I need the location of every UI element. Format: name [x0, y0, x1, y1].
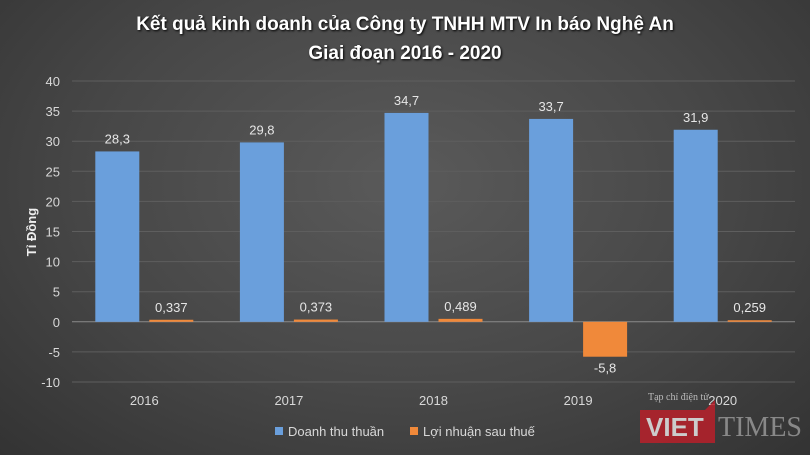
y-tick-label: 5 — [53, 285, 60, 300]
x-tick-label: 2016 — [130, 393, 159, 408]
x-tick-label: 2020 — [708, 393, 737, 408]
x-tick-label: 2017 — [274, 393, 303, 408]
data-label: 0,373 — [300, 300, 333, 315]
legend-label: Lợi nhuận sau thuế — [423, 424, 536, 439]
bar-revenue — [529, 118, 574, 322]
bar-revenue — [673, 129, 718, 322]
data-label: 0,489 — [444, 299, 477, 314]
bar-revenue — [239, 142, 284, 322]
chart-title-line-2: Giai đoạn 2016 - 2020 — [308, 43, 502, 64]
x-tick-label: 2018 — [419, 393, 448, 408]
legend-label: Doanh thu thuần — [288, 424, 384, 439]
legend-swatch — [410, 427, 418, 435]
bar-profit — [583, 321, 628, 357]
y-axis-label: Tỉ Đồng — [24, 208, 39, 256]
y-tick-label: 25 — [46, 164, 60, 179]
data-label: -5,8 — [594, 361, 616, 376]
chart-title-line-1: Kết quả kinh doanh của Công ty TNHH MTV … — [136, 14, 674, 35]
y-tick-label: 40 — [46, 74, 60, 89]
bar-profit — [727, 320, 772, 322]
legend-swatch — [275, 427, 283, 435]
y-tick-label: 35 — [46, 104, 60, 119]
svg-text:TIMES: TIMES — [718, 412, 802, 443]
data-label: 34,7 — [394, 93, 419, 108]
x-tick-label: 2019 — [564, 393, 593, 408]
y-tick-label: 0 — [53, 315, 60, 330]
y-tick-label: 10 — [46, 255, 60, 270]
svg-text:VIET: VIET — [646, 412, 704, 442]
bar-profit — [293, 319, 338, 322]
viettimes-watermark-logo: Tạp chí điện tử VIET TIMES — [640, 388, 810, 455]
data-label: 29,8 — [249, 122, 274, 137]
y-tick-label: -10 — [41, 375, 60, 390]
y-tick-label: 30 — [46, 134, 60, 149]
data-label: 0,259 — [733, 300, 766, 315]
data-label: 31,9 — [683, 110, 708, 125]
svg-text:Tạp chí điện tử: Tạp chí điện tử — [648, 392, 709, 403]
data-label: 33,7 — [538, 99, 563, 114]
y-tick-label: 15 — [46, 225, 60, 240]
y-tick-label: -5 — [48, 345, 60, 360]
bar-revenue — [384, 112, 429, 322]
data-label: 0,337 — [155, 300, 188, 315]
bar-profit — [438, 318, 483, 322]
y-tick-label: 20 — [46, 194, 60, 209]
bar-revenue — [95, 151, 140, 322]
chart-title: Kết quả kinh doanh của Công ty TNHH MTV … — [0, 10, 810, 68]
data-label: 28,3 — [105, 131, 130, 146]
bar-profit — [149, 319, 194, 322]
